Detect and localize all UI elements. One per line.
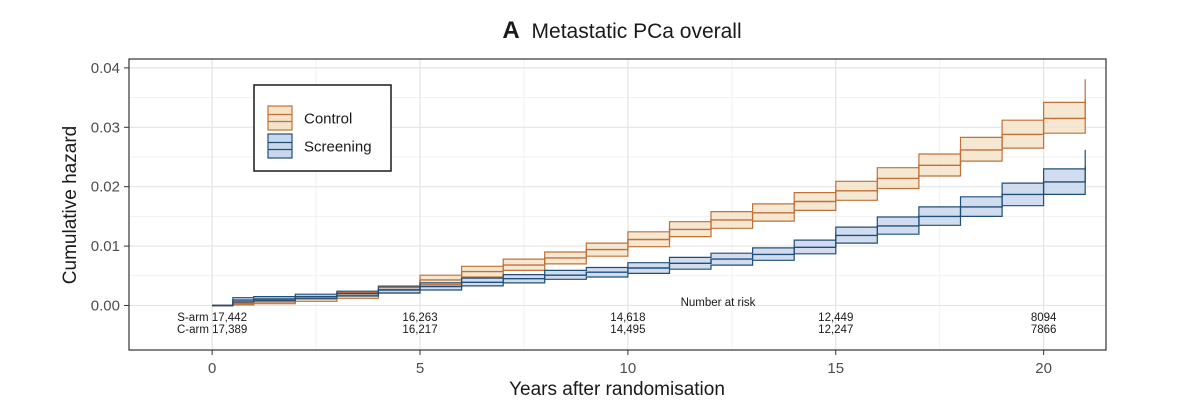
risk-table-cell: 14,495	[610, 324, 645, 336]
chart-title-text: Metastatic PCa overall	[532, 20, 742, 43]
y-axis-label: Cumulative hazard	[60, 126, 81, 284]
risk-table-cell: 16,217	[402, 324, 437, 336]
risk-table-cell: S-arm 17,442	[177, 312, 247, 324]
x-tick-label: 15	[827, 360, 844, 377]
chart-title: A Metastatic PCa overall	[502, 17, 741, 44]
y-tick-label: 0.04	[91, 60, 120, 77]
panel-letter: A	[502, 17, 519, 44]
risk-table-cell: 12,449	[818, 312, 853, 324]
control-legend-label: Control	[304, 111, 352, 128]
risk-table-cell: 7866	[1031, 324, 1057, 336]
y-tick-label: 0.01	[91, 238, 120, 255]
x-axis: 0 5 10 15 20	[208, 350, 1052, 377]
screening-estimate-line	[212, 166, 1086, 307]
plot-border	[128, 58, 1107, 351]
risk-table-cell: C-arm 17,389	[177, 324, 247, 336]
screening-ci-band	[212, 149, 1086, 306]
risk-table-cell: 16,263	[402, 312, 437, 324]
risk-table-cell: 14,618	[610, 312, 645, 324]
risk-table-cell: 8094	[1031, 312, 1057, 324]
screening-legend-key	[267, 133, 293, 159]
x-tick-label: 20	[1035, 360, 1052, 377]
series-lines	[212, 79, 1086, 307]
x-tick-label: 5	[416, 360, 424, 377]
y-tick-label: 0.00	[91, 297, 120, 314]
risk-table-title: Number at risk	[681, 297, 756, 309]
risk-table-cell: 12,247	[818, 324, 853, 336]
screening-lower-bound-line	[212, 182, 1086, 307]
legend: Control Screening	[253, 84, 392, 172]
risk-table: Number at risk S-arm 17,442 16,263 14,618 1…	[177, 297, 1057, 336]
x-tick-label: 10	[620, 360, 637, 377]
x-tick-label: 0	[208, 360, 216, 377]
y-tick-label: 0.03	[91, 119, 120, 136]
y-axis: 0.00 0.01 0.02 0.03 0.04	[91, 60, 129, 314]
control-legend-key	[267, 105, 293, 131]
x-axis-label: Years after randomisation	[509, 379, 725, 400]
confidence-bands	[212, 79, 1086, 306]
y-tick-label: 0.02	[91, 179, 120, 196]
screening-legend-label: Screening	[304, 139, 372, 156]
